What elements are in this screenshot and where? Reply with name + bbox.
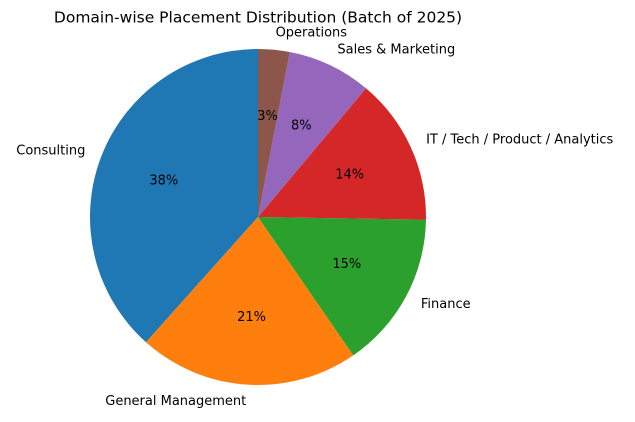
pie-wedge	[258, 49, 290, 217]
pie-wedge	[258, 217, 426, 356]
slice-label: Sales & Marketing	[337, 43, 455, 58]
value-label: 8%	[291, 118, 312, 133]
slice-label: Consulting	[16, 144, 85, 159]
slice-label: IT / Tech / Product / Analytics	[426, 133, 613, 148]
pie-wedge	[258, 88, 426, 220]
chart-title: Domain-wise Placement Distribution (Batc…	[54, 9, 462, 27]
pie-wedge	[89, 49, 258, 343]
slice-label: Finance	[421, 297, 471, 312]
slice-label: Operations	[276, 26, 348, 41]
pie-wedge	[258, 52, 366, 217]
slice-label: General Management	[105, 394, 246, 409]
value-label: 38%	[149, 174, 178, 189]
value-label: 14%	[335, 168, 364, 183]
pie-wedge	[145, 217, 354, 385]
value-label: 3%	[257, 109, 278, 124]
value-label: 15%	[332, 257, 361, 272]
value-label: 21%	[237, 310, 266, 325]
